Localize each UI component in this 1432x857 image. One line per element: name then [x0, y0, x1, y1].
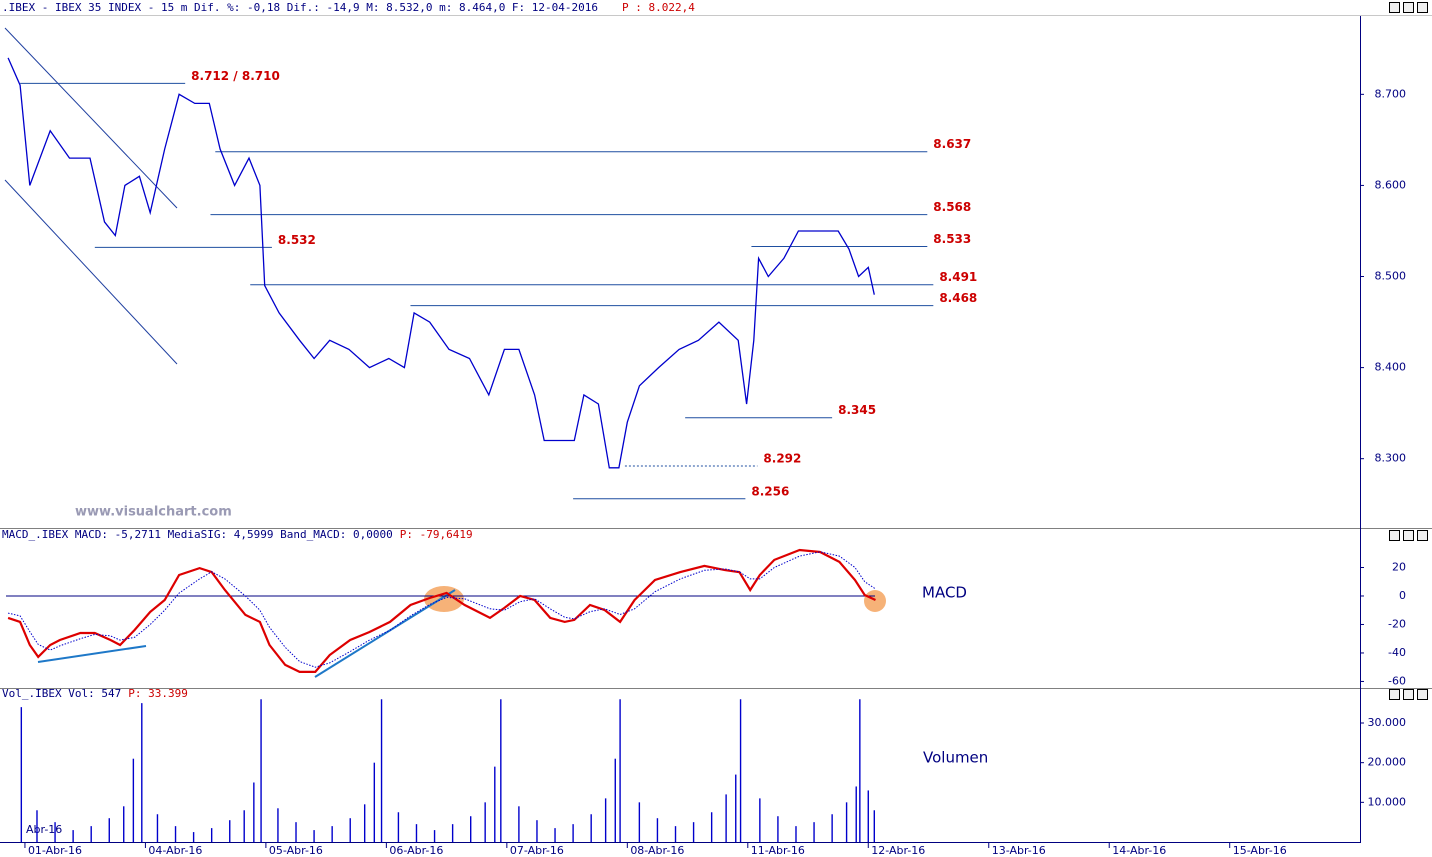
level-label: 8.468 [939, 291, 977, 305]
minimize-button[interactable] [1389, 2, 1400, 13]
x-tick-label: 01-Abr-16 [28, 844, 82, 857]
level-label: 8.292 [763, 451, 801, 465]
panel-subtitle: P: 33.399 [128, 687, 188, 700]
trend-line [314, 589, 456, 678]
y-tick-label: 8.300 [1375, 452, 1407, 465]
corner-label: Abr-16 [26, 823, 62, 836]
channel-line [4, 179, 178, 365]
watermark: www.visualchart.com [75, 505, 232, 520]
macd-line [7, 551, 876, 668]
window-controls[interactable] [1389, 2, 1428, 700]
y-tick-label: 10.000 [1368, 795, 1407, 808]
y-tick-label: 30.000 [1368, 716, 1407, 729]
close-button[interactable] [1417, 530, 1428, 541]
header-price: P : 8.022,4 [622, 1, 695, 14]
minimize-button[interactable] [1389, 689, 1400, 700]
close-button[interactable] [1417, 2, 1428, 13]
x-tick-label: 12-Abr-16 [871, 844, 925, 857]
x-tick-label: 05-Abr-16 [269, 844, 323, 857]
x-tick-label: 13-Abr-16 [992, 844, 1046, 857]
channel-line [4, 27, 178, 209]
level-label: 8.491 [939, 270, 977, 284]
panel-annotation: MACD [922, 584, 967, 602]
maximize-button[interactable] [1403, 530, 1414, 541]
trend-channel [4, 27, 178, 365]
panel-annotation: Volumen [923, 749, 988, 767]
maximize-button[interactable] [1403, 689, 1414, 700]
level-label: 8.256 [751, 484, 789, 498]
y-tick-label: -60 [1388, 674, 1406, 687]
x-tick-label: 08-Abr-16 [630, 844, 684, 857]
y-tick-label: 20 [1392, 560, 1406, 573]
level-label: 8.533 [933, 232, 971, 246]
y-tick-label: 8.500 [1375, 270, 1407, 283]
level-label: 8.568 [933, 200, 971, 214]
level-label: 8.345 [838, 403, 876, 417]
y-tick-label: 8.400 [1375, 361, 1407, 374]
highlight-circle [424, 586, 464, 612]
level-label: 8.712 / 8.710 [191, 69, 280, 83]
trend-line [37, 645, 147, 663]
y-tick-label: 8.600 [1375, 178, 1407, 191]
close-button[interactable] [1417, 689, 1428, 700]
panel-title: Vol_.IBEX Vol: 547 [2, 687, 121, 700]
panel-title: MACD_.IBEX MACD: -5,2711 MediaSIG: 4,599… [2, 528, 393, 541]
x-tick-label: 06-Abr-16 [389, 844, 443, 857]
y-tick-label: 8.700 [1375, 87, 1407, 100]
x-tick-label: 04-Abr-16 [148, 844, 202, 857]
level-label: 8.637 [933, 137, 971, 151]
x-tick-label: 14-Abr-16 [1112, 844, 1166, 857]
highlight-circle [864, 590, 886, 612]
y-tick-label: 20.000 [1368, 756, 1407, 769]
x-tick-label: 11-Abr-16 [751, 844, 805, 857]
y-tick-label: -20 [1388, 617, 1406, 630]
minimize-button[interactable] [1389, 530, 1400, 541]
y-tick-label: 0 [1399, 589, 1406, 602]
plot-layer: 8.300 8.400 8.500 8.600 8.700 8.712 / 8.710 8.… [2, 57, 1407, 857]
header-info: .IBEX - IBEX 35 INDEX - 15 m Dif. %: -0,… [2, 1, 598, 14]
x-tick-label: 07-Abr-16 [510, 844, 564, 857]
level-label: 8.532 [278, 233, 316, 247]
y-tick-label: -40 [1388, 646, 1406, 659]
maximize-button[interactable] [1403, 2, 1414, 13]
x-tick-label: 15-Abr-16 [1233, 844, 1287, 857]
panel-subtitle: P: -79,6419 [400, 528, 473, 541]
price-line [7, 57, 875, 469]
